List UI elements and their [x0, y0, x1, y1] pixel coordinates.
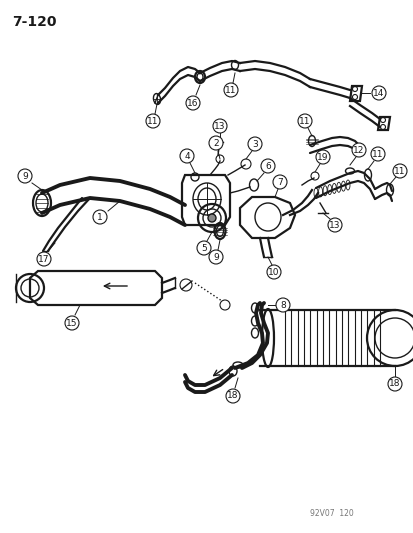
Circle shape	[266, 265, 280, 279]
Text: 7-120: 7-120	[12, 15, 56, 29]
Text: 9: 9	[213, 253, 218, 262]
Text: 13: 13	[214, 122, 225, 131]
Circle shape	[297, 114, 311, 128]
Circle shape	[223, 83, 237, 97]
Circle shape	[212, 119, 226, 133]
Text: 9: 9	[22, 172, 28, 181]
Text: 15: 15	[66, 319, 78, 327]
Circle shape	[37, 252, 51, 266]
Circle shape	[315, 150, 329, 164]
Circle shape	[18, 169, 32, 183]
Text: 8: 8	[280, 301, 285, 310]
Text: 3: 3	[252, 140, 257, 149]
Text: 14: 14	[373, 88, 384, 98]
Circle shape	[207, 214, 216, 222]
Circle shape	[180, 149, 194, 163]
Text: 10: 10	[268, 268, 279, 277]
Circle shape	[225, 389, 240, 403]
Text: 16: 16	[187, 99, 198, 108]
Text: 1: 1	[97, 213, 102, 222]
Circle shape	[146, 114, 159, 128]
Circle shape	[247, 137, 261, 151]
Text: 18: 18	[227, 392, 238, 400]
Text: 11: 11	[147, 117, 158, 125]
Text: 17: 17	[38, 254, 50, 263]
Text: 6: 6	[264, 161, 270, 171]
Circle shape	[327, 218, 341, 232]
Text: 13: 13	[328, 221, 340, 230]
Text: 11: 11	[393, 166, 405, 175]
Text: 19: 19	[316, 152, 328, 161]
Circle shape	[387, 377, 401, 391]
Circle shape	[275, 298, 289, 312]
Circle shape	[65, 316, 79, 330]
Text: 12: 12	[352, 146, 364, 155]
Circle shape	[197, 241, 211, 255]
Circle shape	[260, 159, 274, 173]
Text: 2: 2	[213, 139, 218, 148]
Text: 11: 11	[371, 149, 383, 158]
Circle shape	[185, 96, 199, 110]
Text: 92V07  120: 92V07 120	[309, 509, 353, 518]
Circle shape	[392, 164, 406, 178]
Circle shape	[93, 210, 107, 224]
Text: 4: 4	[184, 151, 189, 160]
Text: 11: 11	[225, 85, 236, 94]
Circle shape	[351, 143, 365, 157]
Text: 7: 7	[276, 177, 282, 187]
Circle shape	[272, 175, 286, 189]
Circle shape	[209, 136, 223, 150]
Circle shape	[371, 86, 385, 100]
Circle shape	[209, 250, 223, 264]
Text: 18: 18	[388, 379, 400, 389]
Text: 5: 5	[201, 244, 206, 253]
Text: 11: 11	[299, 117, 310, 125]
Circle shape	[370, 147, 384, 161]
